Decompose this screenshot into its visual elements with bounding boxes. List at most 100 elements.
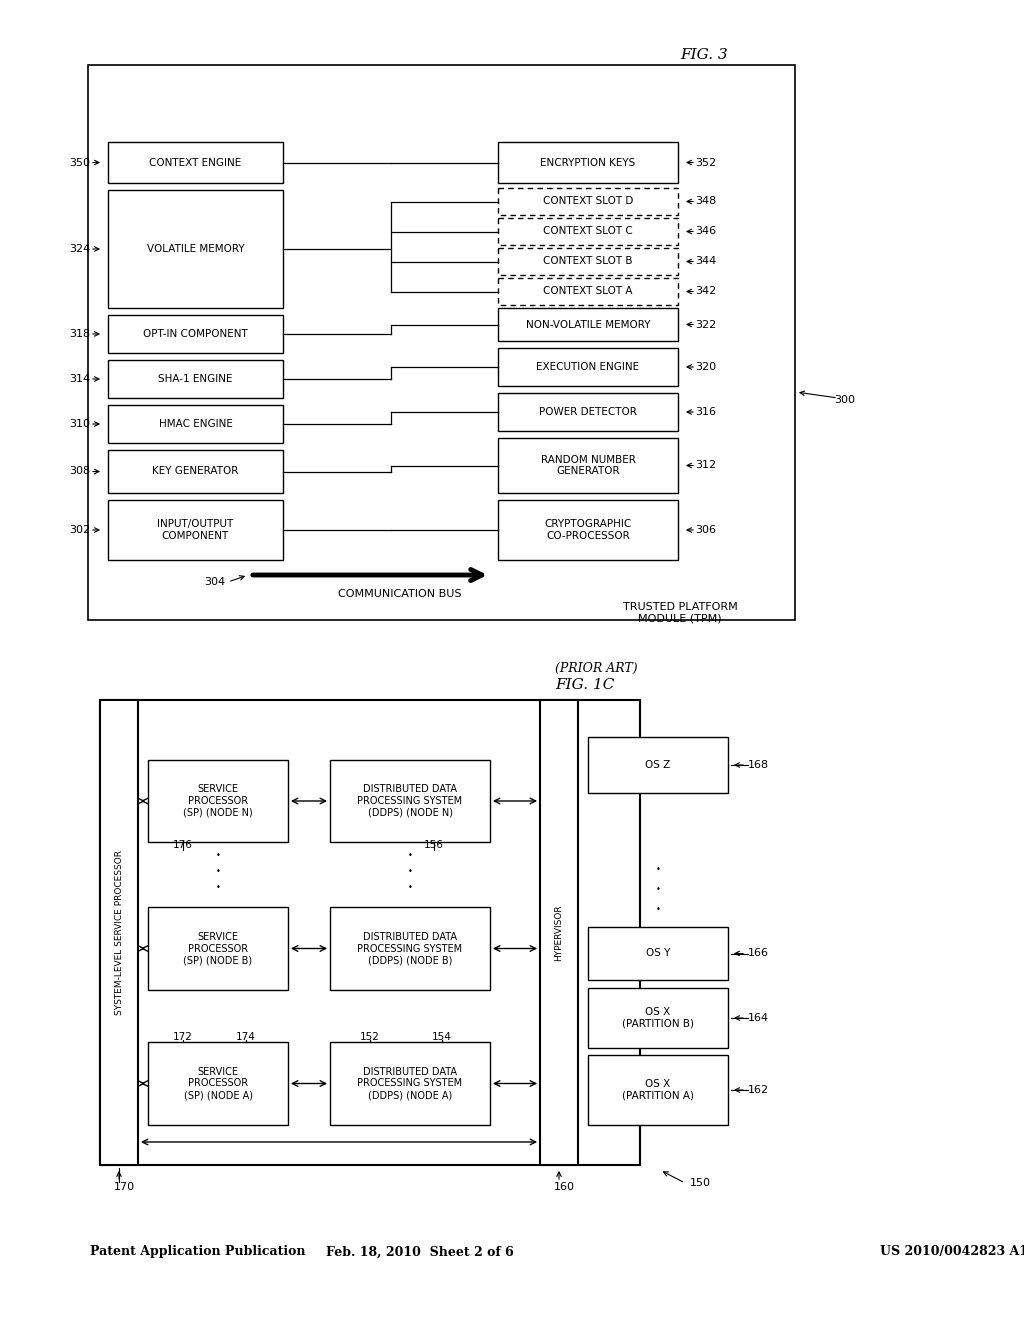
Text: Feb. 18, 2010  Sheet 2 of 6: Feb. 18, 2010 Sheet 2 of 6 xyxy=(326,1246,514,1258)
Text: 306: 306 xyxy=(695,525,717,535)
Text: CONTEXT SLOT D: CONTEXT SLOT D xyxy=(543,197,633,206)
Text: NON-VOLATILE MEMORY: NON-VOLATILE MEMORY xyxy=(525,319,650,330)
Text: 310: 310 xyxy=(70,418,90,429)
Bar xyxy=(498,248,678,275)
Text: CONTEXT SLOT B: CONTEXT SLOT B xyxy=(544,256,633,267)
Text: •: • xyxy=(216,867,220,876)
Bar xyxy=(108,450,283,492)
Bar xyxy=(498,187,678,215)
Text: 320: 320 xyxy=(695,362,717,372)
Text: SYSTEM-LEVEL SERVICE PROCESSOR: SYSTEM-LEVEL SERVICE PROCESSOR xyxy=(115,850,124,1015)
Text: 170: 170 xyxy=(114,1181,135,1192)
Bar xyxy=(498,393,678,432)
Text: 162: 162 xyxy=(748,1085,769,1096)
Text: 156: 156 xyxy=(424,840,444,850)
Bar xyxy=(498,279,678,305)
Text: POWER DETECTOR: POWER DETECTOR xyxy=(539,407,637,417)
Bar xyxy=(588,987,728,1048)
Text: TRUSTED PLATFORM
MODULE (TPM): TRUSTED PLATFORM MODULE (TPM) xyxy=(623,602,737,623)
Text: 308: 308 xyxy=(70,466,90,477)
Bar xyxy=(108,143,283,183)
Text: 312: 312 xyxy=(695,461,717,470)
Text: •: • xyxy=(216,851,220,861)
Text: INPUT/OUTPUT
COMPONENT: INPUT/OUTPUT COMPONENT xyxy=(158,519,233,541)
Text: SERVICE
PROCESSOR
(SP) (NODE B): SERVICE PROCESSOR (SP) (NODE B) xyxy=(183,932,253,965)
Text: RANDOM NUMBER
GENERATOR: RANDOM NUMBER GENERATOR xyxy=(541,454,636,477)
Text: CONTEXT ENGINE: CONTEXT ENGINE xyxy=(150,157,242,168)
Text: OS Z: OS Z xyxy=(645,760,671,770)
Text: 348: 348 xyxy=(695,197,717,206)
Text: HYPERVISOR: HYPERVISOR xyxy=(555,904,563,961)
Text: •: • xyxy=(655,906,660,915)
Text: 174: 174 xyxy=(237,1032,256,1041)
Bar xyxy=(588,1055,728,1125)
Text: •: • xyxy=(655,886,660,895)
Text: 168: 168 xyxy=(748,760,769,770)
Text: 352: 352 xyxy=(695,157,717,168)
Bar xyxy=(498,218,678,246)
Text: 314: 314 xyxy=(70,374,90,384)
Text: 322: 322 xyxy=(695,319,717,330)
Text: FIG. 3: FIG. 3 xyxy=(680,48,728,62)
Text: 304: 304 xyxy=(205,577,225,587)
Text: OPT-IN COMPONENT: OPT-IN COMPONENT xyxy=(143,329,248,339)
Text: •: • xyxy=(216,883,220,892)
Text: 152: 152 xyxy=(360,1032,380,1041)
Text: •: • xyxy=(408,883,413,892)
Bar xyxy=(148,1041,288,1125)
Text: 342: 342 xyxy=(695,286,717,297)
Bar xyxy=(108,360,283,399)
Bar xyxy=(498,348,678,385)
Text: CONTEXT SLOT C: CONTEXT SLOT C xyxy=(543,227,633,236)
Text: 172: 172 xyxy=(173,1032,193,1041)
Text: SHA-1 ENGINE: SHA-1 ENGINE xyxy=(159,374,232,384)
Text: 166: 166 xyxy=(748,949,768,958)
Text: OS X
(PARTITION A): OS X (PARTITION A) xyxy=(622,1080,694,1101)
Bar xyxy=(330,907,490,990)
Text: ENCRYPTION KEYS: ENCRYPTION KEYS xyxy=(541,157,636,168)
Text: •: • xyxy=(408,867,413,876)
Bar xyxy=(108,500,283,560)
Text: 150: 150 xyxy=(690,1177,711,1188)
Bar xyxy=(148,760,288,842)
Text: 318: 318 xyxy=(70,329,90,339)
Text: SERVICE
PROCESSOR
(SP) (NODE A): SERVICE PROCESSOR (SP) (NODE A) xyxy=(183,1067,253,1100)
Bar xyxy=(588,927,728,979)
Text: 350: 350 xyxy=(70,157,90,168)
Bar xyxy=(108,315,283,352)
Bar xyxy=(108,190,283,308)
Text: 164: 164 xyxy=(748,1012,769,1023)
Text: 346: 346 xyxy=(695,227,717,236)
Bar xyxy=(100,700,138,1166)
Text: •: • xyxy=(408,851,413,861)
Text: CONTEXT SLOT A: CONTEXT SLOT A xyxy=(544,286,633,297)
Bar xyxy=(148,907,288,990)
Text: 344: 344 xyxy=(695,256,717,267)
Text: SERVICE
PROCESSOR
(SP) (NODE N): SERVICE PROCESSOR (SP) (NODE N) xyxy=(183,784,253,817)
Text: COMMUNICATION BUS: COMMUNICATION BUS xyxy=(338,589,462,599)
Text: 324: 324 xyxy=(70,244,91,253)
Text: FIG. 1C: FIG. 1C xyxy=(555,678,614,692)
Bar xyxy=(330,1041,490,1125)
Bar xyxy=(88,65,795,620)
Text: 300: 300 xyxy=(835,395,855,405)
Text: CRYPTOGRAPHIC
CO-PROCESSOR: CRYPTOGRAPHIC CO-PROCESSOR xyxy=(545,519,632,541)
Text: VOLATILE MEMORY: VOLATILE MEMORY xyxy=(146,244,245,253)
Bar xyxy=(498,143,678,183)
Text: •: • xyxy=(655,866,660,874)
Text: 302: 302 xyxy=(70,525,90,535)
Text: DISTRIBUTED DATA
PROCESSING SYSTEM
(DDPS) (NODE B): DISTRIBUTED DATA PROCESSING SYSTEM (DDPS… xyxy=(357,932,463,965)
Text: DISTRIBUTED DATA
PROCESSING SYSTEM
(DDPS) (NODE A): DISTRIBUTED DATA PROCESSING SYSTEM (DDPS… xyxy=(357,1067,463,1100)
Text: KEY GENERATOR: KEY GENERATOR xyxy=(153,466,239,477)
Text: 160: 160 xyxy=(554,1181,575,1192)
Text: OS Y: OS Y xyxy=(646,949,670,958)
Text: 316: 316 xyxy=(695,407,717,417)
Text: OS X
(PARTITION B): OS X (PARTITION B) xyxy=(622,1007,694,1028)
Text: EXECUTION ENGINE: EXECUTION ENGINE xyxy=(537,362,640,372)
Text: 154: 154 xyxy=(432,1032,452,1041)
Text: DISTRIBUTED DATA
PROCESSING SYSTEM
(DDPS) (NODE N): DISTRIBUTED DATA PROCESSING SYSTEM (DDPS… xyxy=(357,784,463,817)
Text: HMAC ENGINE: HMAC ENGINE xyxy=(159,418,232,429)
Bar xyxy=(108,405,283,444)
Text: (PRIOR ART): (PRIOR ART) xyxy=(555,661,638,675)
Bar xyxy=(498,308,678,341)
